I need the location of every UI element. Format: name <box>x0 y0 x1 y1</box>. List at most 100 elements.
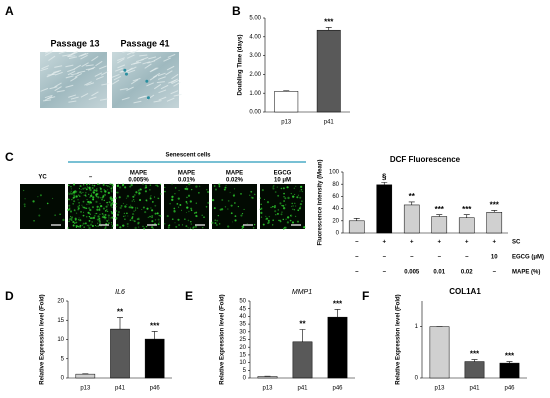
signal <box>116 213 120 216</box>
signal <box>132 198 135 201</box>
signal <box>292 195 295 198</box>
signal <box>206 189 208 191</box>
signal <box>46 202 49 205</box>
signal <box>71 198 73 201</box>
signal <box>82 192 84 194</box>
signal <box>234 202 236 204</box>
cell <box>44 94 53 99</box>
signal <box>282 204 285 207</box>
signal <box>72 193 74 195</box>
x-tick-label: p13 <box>262 386 273 392</box>
signal <box>95 195 98 198</box>
signal <box>138 192 141 195</box>
signal <box>87 211 90 214</box>
signal <box>146 207 149 210</box>
signal <box>86 224 88 227</box>
signal <box>213 207 216 210</box>
signal <box>107 204 109 206</box>
signal <box>123 212 126 215</box>
signal <box>101 212 104 215</box>
signal <box>106 208 108 211</box>
signal <box>286 186 289 189</box>
signal <box>279 202 282 205</box>
x-tick-label: p41 <box>115 386 126 392</box>
error-bar <box>283 90 290 92</box>
signal <box>203 216 205 218</box>
signal <box>107 189 109 191</box>
signal <box>122 183 125 186</box>
signal <box>75 225 78 227</box>
signal <box>163 222 166 225</box>
signal <box>188 182 191 186</box>
x-tick-label: p41 <box>297 386 308 392</box>
signal <box>122 202 125 205</box>
y-tick-label: 5.00 <box>249 16 261 22</box>
signal <box>129 185 132 188</box>
signal <box>124 215 126 217</box>
signal <box>82 184 85 186</box>
signal <box>261 189 264 192</box>
signal <box>93 184 96 187</box>
signal <box>227 225 230 228</box>
signal <box>260 203 262 206</box>
signal <box>281 204 283 207</box>
signal <box>286 221 289 224</box>
signal <box>137 189 140 192</box>
signal <box>111 212 113 214</box>
signal <box>96 225 98 227</box>
y-tick-label: 1.00 <box>249 91 261 97</box>
signal <box>81 224 84 226</box>
signal <box>130 206 133 209</box>
signal <box>157 197 160 200</box>
signal <box>87 200 90 204</box>
signal <box>115 191 118 194</box>
signal <box>118 211 120 213</box>
bar <box>458 217 475 234</box>
cell <box>126 54 135 59</box>
signal <box>99 207 101 209</box>
signal <box>100 197 102 199</box>
signal <box>225 184 227 187</box>
signal <box>124 186 127 189</box>
signal <box>67 208 70 212</box>
signal <box>70 217 73 220</box>
signal <box>89 196 91 198</box>
y-tick-label: 40 <box>239 314 246 320</box>
signal <box>37 196 39 198</box>
signal <box>75 195 78 198</box>
signal <box>251 196 254 199</box>
signal <box>260 216 263 218</box>
y-tick-label: 40 <box>332 206 339 212</box>
cell <box>128 66 137 71</box>
y-axis-title: Relative Expression level (Fold) <box>396 294 402 384</box>
signal <box>154 219 157 221</box>
cell <box>113 75 122 81</box>
cell <box>54 65 63 68</box>
signal <box>103 189 105 191</box>
signal <box>110 187 113 190</box>
y-tick-label: 5 <box>243 368 247 374</box>
y-axis-title: Relative Expression level (Fold) <box>40 294 46 384</box>
signal <box>144 190 148 193</box>
signal <box>69 210 73 213</box>
signal <box>39 194 42 197</box>
cell <box>158 89 167 94</box>
cell <box>65 84 74 88</box>
signal <box>151 214 154 217</box>
cell <box>54 86 62 92</box>
signal <box>265 217 269 220</box>
signal <box>104 218 106 220</box>
image-header: Senescent cells <box>165 153 211 159</box>
cell <box>54 82 62 88</box>
cell <box>70 76 78 82</box>
signal <box>138 194 140 196</box>
signal <box>195 185 198 188</box>
cell <box>67 70 76 76</box>
signal <box>109 186 111 188</box>
signal <box>119 206 122 210</box>
cell <box>49 86 58 90</box>
signal <box>126 212 128 215</box>
signal <box>110 217 112 219</box>
signal <box>158 214 160 217</box>
table-cell: + <box>465 240 469 246</box>
